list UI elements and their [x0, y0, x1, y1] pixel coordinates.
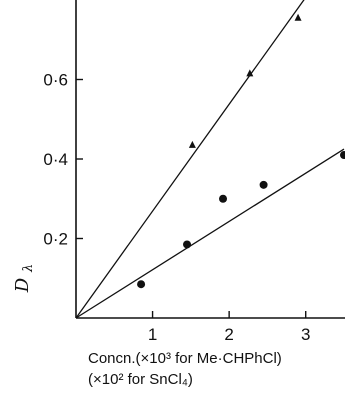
y-tick-label: 0·4 — [43, 150, 68, 169]
fit-line-circle — [75, 148, 345, 319]
data-point-circle — [259, 180, 268, 189]
x-tick-label: 2 — [224, 325, 233, 344]
y-tick-label: 0·6 — [43, 71, 68, 90]
data-point-triangle — [246, 69, 254, 77]
y-axis-label: D λ — [12, 264, 36, 293]
data-point-triangle — [188, 140, 196, 148]
y-axis-label-subscript: λ — [21, 264, 36, 273]
x-axis-label-line1: Concn.(×10³ for Me·CHPhCl) — [88, 350, 282, 367]
svg-text:D λ: D λ — [12, 264, 36, 293]
x-tick-label: 1 — [148, 325, 157, 344]
data-point-circle — [183, 240, 192, 249]
data-point-circle — [219, 194, 228, 203]
y-axis-label-main: D — [12, 277, 33, 293]
axes — [75, 0, 345, 319]
y-tick-label: 0·2 — [43, 230, 68, 249]
plot-points — [137, 13, 345, 289]
data-point-circle — [137, 280, 146, 289]
data-point-triangle — [294, 13, 302, 21]
ticks: 1 2 3 0·2 0·4 0·6 — [43, 71, 310, 345]
data-point-circle — [340, 151, 345, 160]
x-axis-label-line2: (×10² for SnCl₄) — [88, 371, 193, 388]
fit-line-triangle — [75, 0, 305, 319]
x-tick-label: 3 — [301, 325, 310, 344]
plot-lines — [75, 0, 345, 319]
